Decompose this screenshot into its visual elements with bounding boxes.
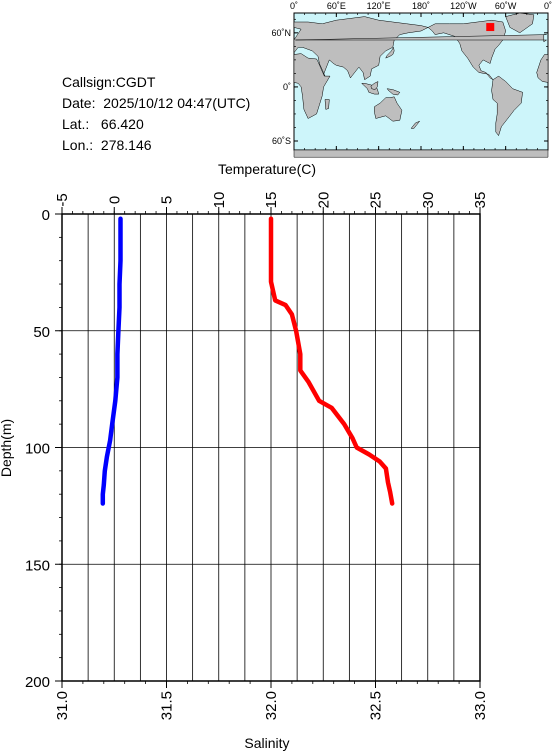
lon-value: 278.146 <box>100 137 152 153</box>
chart-series <box>100 216 395 506</box>
bottom-tick-label: 31.0 <box>54 691 71 720</box>
map-lon-tick-label: 60˚E <box>327 1 346 11</box>
top-tick-label: 0 <box>106 196 123 204</box>
map-lon-tick-label: 120˚E <box>367 1 391 11</box>
y-tick-label: 100 <box>25 441 50 458</box>
lon-line: Lon.: 278.146 <box>62 135 250 156</box>
land-newzealand <box>410 120 420 129</box>
bottom-tick-label: 32.0 <box>263 691 280 720</box>
land-borneo <box>370 81 379 90</box>
top-axis-label: Temperature(C) <box>218 161 316 177</box>
map-land <box>293 12 549 158</box>
y-tick-label: 150 <box>25 557 50 574</box>
callsign-value: CGDT <box>115 74 156 90</box>
top-tick-label: 15 <box>263 192 280 209</box>
map-ticks: 0˚ 60˚E 120˚E 180˚ 120˚W 60˚W 0˚ 60˚N 0˚ 60˚S <box>271 1 552 150</box>
map-lon-tick-label: 0˚ <box>290 1 298 11</box>
bottom-axis-label: Salinity <box>244 735 289 751</box>
map-lon-tick-label: 120˚W <box>450 1 477 11</box>
y-tick-label: 200 <box>25 674 50 691</box>
top-tick-label: 35 <box>472 192 489 209</box>
land-indonesia <box>361 83 380 95</box>
station-marker <box>486 23 495 32</box>
map-lat-tick-label: 60˚S <box>272 136 291 146</box>
lat-line: Lat.: 66.420 <box>62 114 250 135</box>
land-africa-west <box>536 54 549 83</box>
bottom-tick-label: 33.0 <box>472 691 489 720</box>
callsign-label: Callsign: <box>62 74 116 90</box>
land-greenland <box>505 12 535 34</box>
date-value: 2025/10/12 04:47(UTC) <box>103 95 251 111</box>
top-tick-label: 5 <box>159 196 176 204</box>
bottom-tick-label: 32.5 <box>368 691 385 720</box>
lat-label: Lat.: <box>62 116 90 132</box>
land-madagascar <box>324 99 330 110</box>
date-line: Date: 2025/10/12 04:47(UTC) <box>62 93 250 114</box>
station-info: Callsign:CGDT Date: 2025/10/12 04:47(UTC… <box>62 72 250 156</box>
map-lat-tick-label: 0˚ <box>283 82 291 92</box>
land-eurasia <box>293 16 429 81</box>
map-lon-tick-label: 180˚ <box>412 1 430 11</box>
temperature-line <box>100 216 123 506</box>
top-tick-label: 25 <box>368 192 385 209</box>
land-africa <box>293 53 331 119</box>
chart-axes: -5 0 5 10 15 20 25 30 35 31.0 31.5 32.0 32.5 33.0 0 50 1… <box>25 192 489 721</box>
land-uk <box>295 34 548 43</box>
land-south-america <box>491 75 523 137</box>
lon-label: Lon.: <box>62 137 94 153</box>
y-tick-label: 0 <box>42 207 50 224</box>
map-lat-tick-label: 60˚N <box>271 28 291 38</box>
top-tick-label: 20 <box>315 192 332 209</box>
salinity-line <box>268 216 395 506</box>
top-tick-label: 10 <box>211 192 228 209</box>
top-tick-label: 30 <box>420 192 437 209</box>
bottom-tick-label: 31.5 <box>159 691 176 720</box>
land-australia <box>374 96 403 122</box>
y-axis-label: Depth(m) <box>0 419 14 477</box>
top-tick-label: -5 <box>54 193 71 206</box>
y-tick-label: 50 <box>33 324 50 341</box>
map-lon-tick-label: 60˚W <box>495 1 517 11</box>
land-newguinea <box>386 88 401 96</box>
map-lon-tick-label: 0˚ <box>544 1 552 11</box>
lat-value: 66.420 <box>100 116 144 132</box>
land-japan <box>385 46 395 59</box>
land-north-america <box>427 19 506 80</box>
callsign-line: Callsign:CGDT <box>62 72 250 93</box>
date-label: Date: <box>62 95 96 111</box>
